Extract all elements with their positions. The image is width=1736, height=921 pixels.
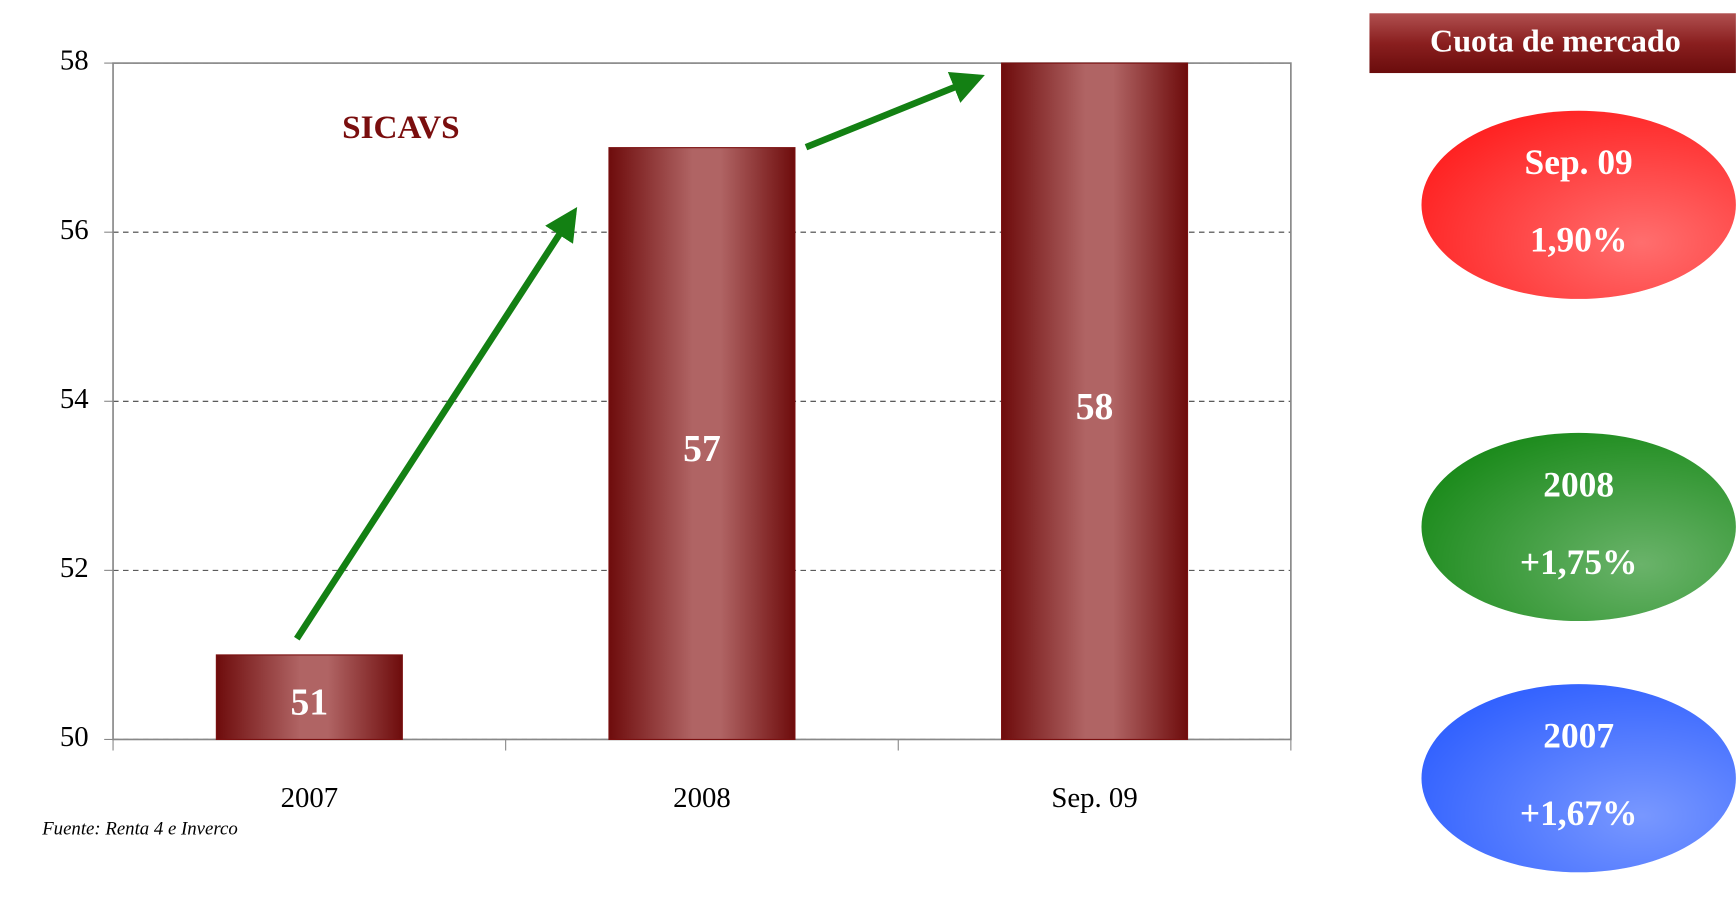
y-tick-label: 52 bbox=[60, 552, 89, 584]
bar bbox=[215, 654, 403, 741]
panel-header bbox=[1369, 13, 1736, 74]
share-period: Sep. 09 bbox=[1525, 142, 1633, 182]
bar bbox=[1001, 62, 1189, 741]
bar bbox=[608, 147, 796, 741]
y-tick-label: 54 bbox=[60, 383, 89, 415]
growth-arrow bbox=[294, 206, 578, 641]
source-note: Fuente: Renta 4 e Inverco bbox=[41, 819, 238, 840]
share-bubble-shade bbox=[1421, 110, 1736, 299]
share-value: +1,67% bbox=[1520, 793, 1638, 833]
bar-value-label: 51 bbox=[291, 682, 329, 724]
y-tick-label: 50 bbox=[60, 721, 89, 753]
bar-value-label: 57 bbox=[683, 428, 721, 470]
share-bubble-shade bbox=[1421, 684, 1736, 873]
growth-arrow bbox=[804, 72, 985, 151]
y-tick-label: 56 bbox=[60, 214, 89, 246]
share-period: 2008 bbox=[1543, 464, 1614, 504]
y-tick-label: 58 bbox=[60, 45, 89, 77]
bar-value-label: 58 bbox=[1076, 386, 1114, 428]
x-tick-label: 2008 bbox=[673, 782, 731, 814]
share-bubble-shade bbox=[1421, 432, 1736, 622]
share-value: +1,75% bbox=[1520, 542, 1638, 582]
x-tick-label: 2007 bbox=[281, 782, 339, 814]
share-period: 2007 bbox=[1543, 716, 1614, 756]
panel-title: Cuota de mercado bbox=[1430, 23, 1681, 59]
share-value: 1,90% bbox=[1530, 220, 1627, 260]
chart-title: SICAVS bbox=[342, 109, 459, 146]
x-tick-label: Sep. 09 bbox=[1051, 782, 1137, 814]
